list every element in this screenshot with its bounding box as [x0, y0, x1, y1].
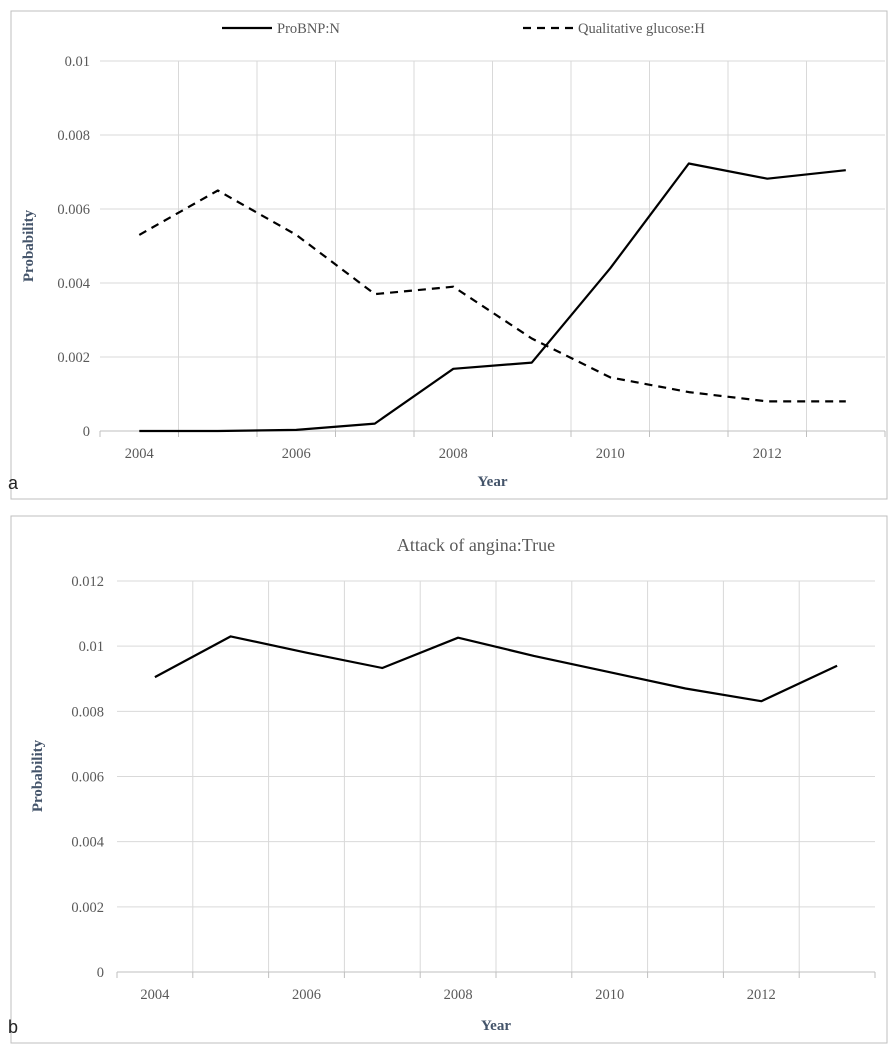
panel-b-x-tick-label: 2006 [292, 987, 321, 1003]
chart-a: 0 0.002 0.004 0.006 0.008 0.01 2004 2006 2008 201… [8, 10, 888, 500]
panel-b-series-line-0 [154, 635, 838, 703]
panel-b-y-tick-label: 0.01 [79, 639, 104, 655]
panel-b-x-tick-label: 2008 [444, 987, 473, 1003]
panel-b-y-tick-label: 0.008 [71, 704, 104, 720]
panel-a-panel-letter: a [8, 473, 19, 493]
panel-a-legend-label-0: ProBNP:N [277, 21, 340, 37]
panel-b-y-axis-title: Probability [30, 739, 46, 812]
panel-b-frame [10, 515, 888, 1044]
panel-a-y-tick-label: 0.002 [57, 350, 90, 366]
panel-a-x-axis-title: Year [478, 474, 508, 490]
panel-a-legend-label-1: Qualitative glucose:H [578, 21, 705, 37]
panel-b-chart-title: Attack of angina:True [397, 535, 555, 555]
panel-b-panel-letter: b [8, 1017, 18, 1037]
panel-a-x-tick-label: 2006 [282, 446, 311, 462]
panel-a-x-tick-label: 2004 [125, 446, 155, 462]
panel-a-y-axis-title: Probability [21, 209, 37, 282]
panel-a-y-tick-label: 0.01 [65, 54, 90, 70]
panel-a-x-tick-label: 2010 [596, 446, 625, 462]
panel-a-series-line-probnp-n [139, 162, 846, 433]
panel-b-y-tick-label: 0.002 [71, 900, 104, 916]
panel-b-x-tick-label: 2012 [747, 987, 776, 1003]
panel-a-y-tick-label: 0.006 [57, 202, 90, 218]
panel-a-y-tick-label: 0 [83, 424, 90, 440]
panel-a-y-tick-label: 0.008 [57, 128, 90, 144]
panel-a-x-tick-label: 2012 [753, 446, 782, 462]
panel-b-x-tick-label: 2010 [595, 987, 624, 1003]
panel-a-series-line-qualitative-glucose-h [138, 189, 846, 403]
panel-a-x-tick-label: 2008 [439, 446, 468, 462]
panel-b-y-tick-label: 0.012 [71, 574, 104, 590]
panel-b-y-tick-label: 0.004 [71, 835, 104, 851]
panel-b-y-tick-label: 0 [97, 965, 104, 981]
panel-a-y-tick-label: 0.004 [57, 276, 90, 292]
panel-b-x-tick-label: 2004 [140, 987, 170, 1003]
chart-b: 0 0.002 0.004 0.006 0.008 0.01 0.012 2004 2006 20… [8, 515, 888, 1044]
panel-a-frame [10, 10, 888, 500]
panel-b-x-axis-title: Year [481, 1018, 511, 1034]
panel-b-y-tick-label: 0.006 [71, 770, 104, 786]
